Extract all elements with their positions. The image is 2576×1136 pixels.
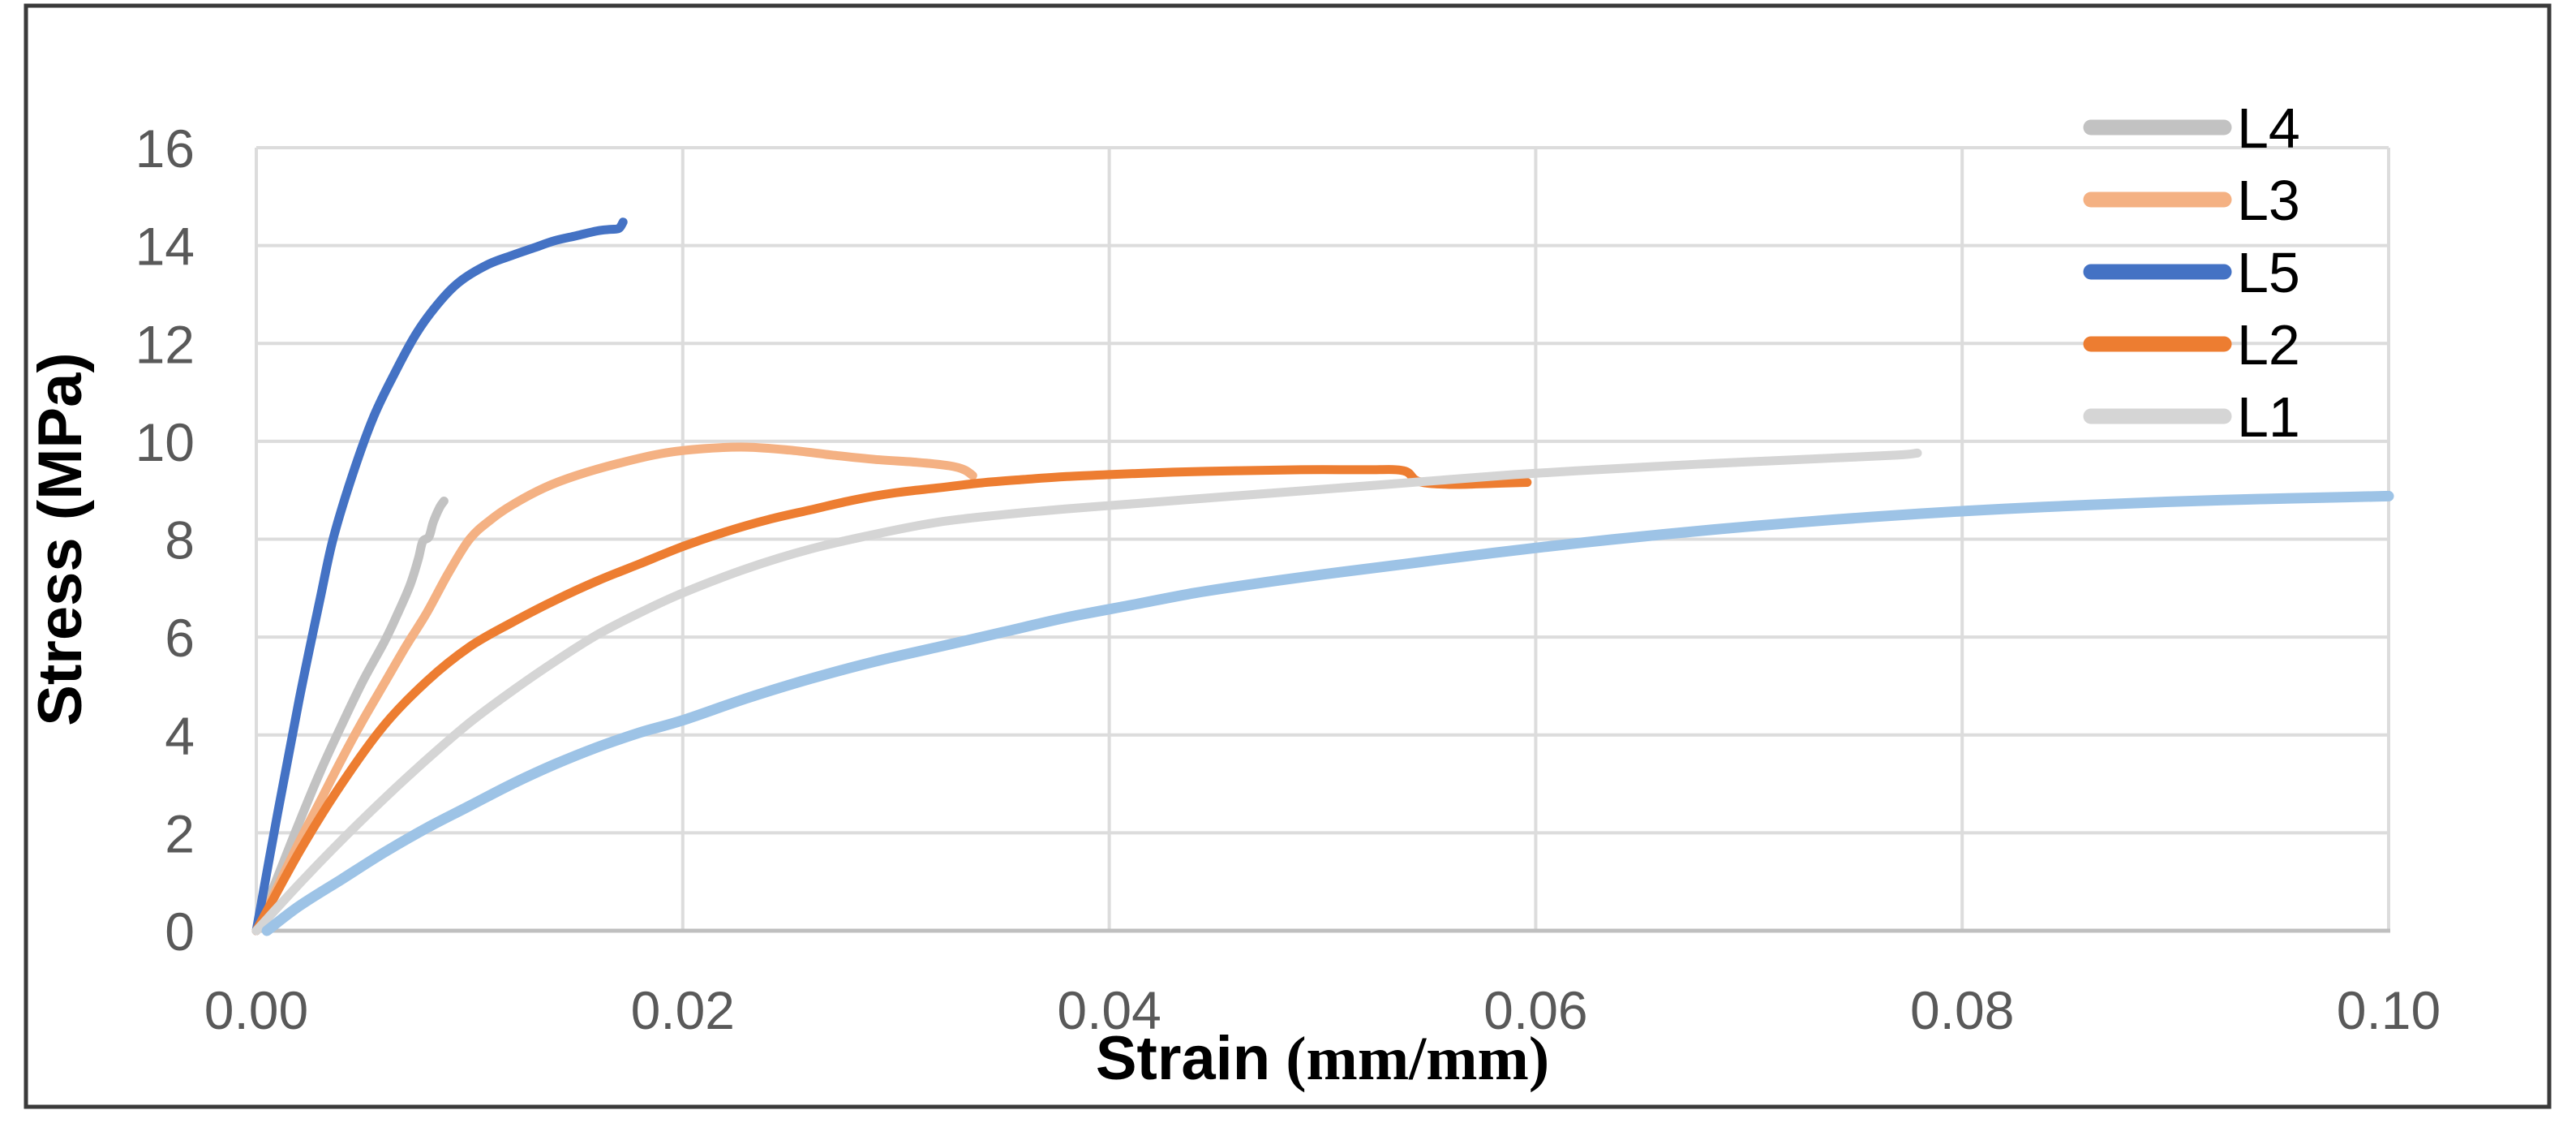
series-line-L4 — [251, 497, 449, 936]
y-axis-tick-labels: 0 2 4 6 8 10 12 14 16 — [135, 118, 195, 962]
y-tick-label: 14 — [135, 217, 195, 277]
x-axis-tick-labels: 0.00 0.02 0.04 0.06 0.08 0.10 — [204, 980, 2441, 1040]
y-tick-label: 0 — [165, 901, 195, 962]
x-tick-label: 0.10 — [2337, 980, 2441, 1040]
series-line-L2 — [251, 465, 1532, 936]
legend-label-L3: L3 — [2237, 169, 2300, 232]
y-tick-label: 12 — [135, 314, 195, 374]
series-curves — [251, 217, 2394, 936]
legend-item-L1: L1 — [2083, 385, 2300, 449]
figure-border — [24, 3, 2552, 1109]
legend-label-L1: L1 — [2237, 385, 2300, 449]
x-tick-label: 0.06 — [1483, 980, 1587, 1040]
legend-label-L2: L2 — [2237, 313, 2300, 377]
y-tick-label: 2 — [165, 803, 195, 863]
y-tick-label: 6 — [165, 608, 195, 668]
x-tick-label: 0.00 — [204, 980, 308, 1040]
x-tick-label: 0.02 — [631, 980, 735, 1040]
gridlines — [255, 146, 2390, 931]
series-line-L5 — [251, 217, 628, 936]
legend-item-L3: L3 — [2083, 169, 2300, 232]
y-tick-label: 8 — [165, 510, 195, 570]
legend-item-L4: L4 — [2083, 97, 2300, 160]
legend-item-L2: L2 — [2083, 313, 2300, 377]
y-tick-label: 10 — [135, 412, 195, 472]
y-tick-label: 4 — [165, 706, 195, 766]
legend-item-L5: L5 — [2083, 241, 2300, 304]
x-axis-title: Strain (mm/mm) — [1096, 1024, 1549, 1093]
x-tick-label: 0.08 — [1910, 980, 2014, 1040]
y-tick-label: 16 — [135, 118, 195, 179]
x-tick-label: 0.04 — [1057, 980, 1161, 1040]
y-axis-title: Stress (MPa) — [26, 352, 95, 725]
legend: L4 L3 L5 L2 L1 — [2083, 97, 2300, 449]
series-line-L1 — [251, 448, 1922, 936]
legend-label-L4: L4 — [2237, 97, 2300, 160]
series-line-unlabeled — [261, 490, 2394, 936]
legend-label-L5: L5 — [2237, 241, 2300, 304]
series-line-L3 — [251, 442, 977, 936]
